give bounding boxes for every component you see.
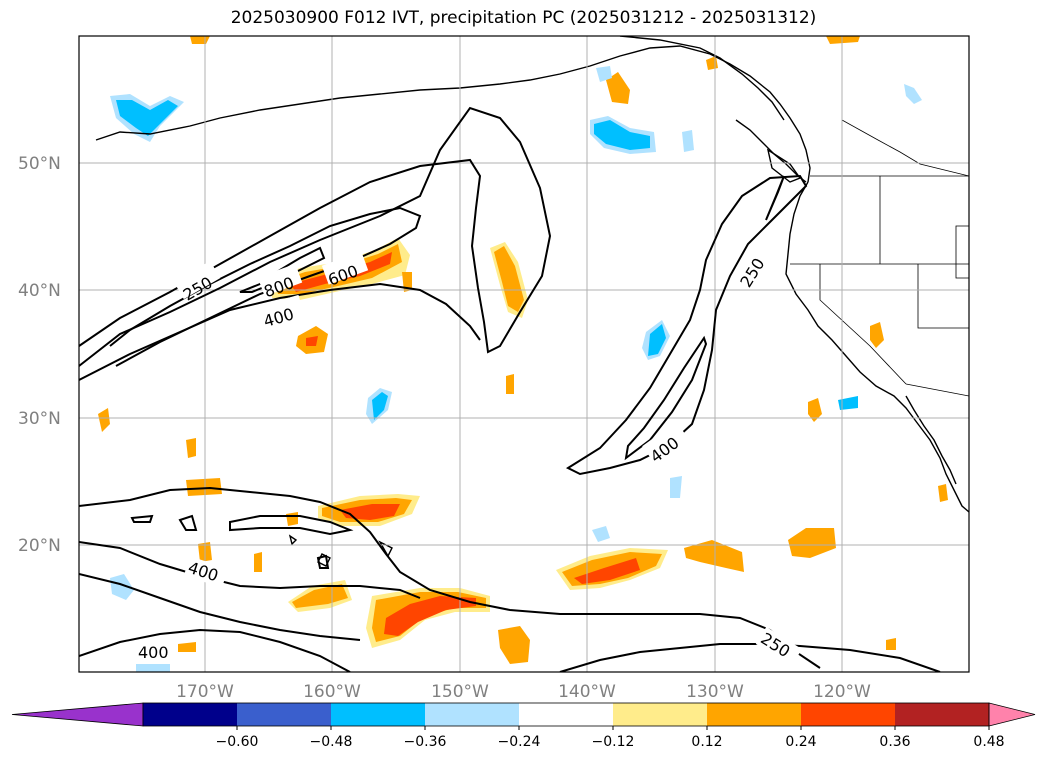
lat-tick-label: 20°N [18, 536, 61, 556]
positive-blob [870, 322, 884, 348]
colorbar-segment [425, 703, 520, 726]
negative-blob [110, 574, 134, 600]
border [819, 264, 907, 385]
positive-blob [788, 528, 836, 558]
positive-blob [98, 408, 110, 432]
colorbar-segment [801, 703, 896, 726]
contour-small [130, 514, 154, 523]
colorbar-segment [331, 703, 426, 726]
colorbar-segment [519, 703, 614, 726]
positive-blob [826, 36, 860, 44]
colorbar-tick-label: −0.60 [216, 734, 259, 750]
positive-blob [340, 504, 400, 520]
negative-blob [116, 100, 178, 136]
colorbar-frame [142, 702, 990, 727]
vancouver-island [766, 148, 802, 183]
baja-coast [905, 395, 957, 485]
contour-400-lower-south [79, 573, 361, 641]
border [955, 225, 969, 279]
colorbar-segment [143, 703, 238, 726]
colorbar-segment [237, 703, 332, 726]
alaska-coast [95, 45, 811, 183]
negative-blob [136, 664, 170, 672]
negative-blob [682, 130, 694, 152]
contour-label: 400 [138, 643, 169, 662]
latitude-tick-labels: 50°N 40°N 30°N 20°N [18, 154, 61, 556]
contour-250-lower-south [79, 628, 351, 672]
contour-small [178, 514, 198, 531]
contour-400-inner-east [765, 175, 785, 221]
positive-blob [306, 336, 318, 346]
lon-tick-label: 120°W [813, 682, 871, 702]
negative-blob [904, 84, 922, 104]
positive-blob [286, 512, 298, 526]
colorbar-segment [613, 703, 708, 726]
positive-blob [292, 584, 348, 608]
negative-blob [372, 392, 388, 420]
positive-blob [186, 438, 196, 458]
positive-precip-areas [98, 36, 948, 664]
positive-blob [498, 626, 530, 664]
map-title: 2025030900 F012 IVT, precipitation PC (2… [230, 8, 817, 28]
map-plot-area: 250 800 600 400 250 400 400 400 250 [79, 36, 969, 672]
colorbar-segment [707, 703, 802, 726]
us-west-coast [785, 181, 969, 513]
lat-tick-label: 40°N [18, 281, 61, 301]
lon-tick-label: 140°W [558, 682, 616, 702]
colorbar-tick-label: −0.12 [592, 734, 635, 750]
longitude-tick-labels: 170°W 160°W 150°W 140°W 130°W 120°W [176, 682, 871, 702]
negative-blob [670, 476, 682, 498]
colorbar: −0.60 −0.48 −0.36 −0.24 −0.12 0.12 0.24 0.36 0.4… [11, 702, 1036, 750]
positive-blob [384, 596, 476, 636]
positive-blob [178, 642, 196, 652]
contour-250-south [79, 486, 821, 669]
lat-tick-label: 30°N [18, 409, 61, 429]
lon-tick-label: 170°W [176, 682, 234, 702]
positive-blob [684, 540, 744, 572]
positive-blob [574, 558, 640, 584]
positive-blob [494, 246, 524, 312]
coastlines [95, 36, 969, 567]
contour-labels: 250 800 600 400 250 400 400 400 250 [136, 243, 802, 667]
alaska-interior-coast [619, 36, 785, 121]
negative-blob [838, 396, 858, 410]
negative-blob [592, 526, 610, 542]
colorbar-extension-low [11, 702, 144, 727]
colorbar-tick-label: −0.48 [310, 734, 353, 750]
colorbar-tick-label: 0.24 [785, 734, 816, 750]
map-frame [78, 35, 970, 673]
positive-blob [808, 398, 822, 422]
lat-tick-label: 50°N [18, 154, 61, 174]
contour-400-lower [79, 541, 421, 599]
negative-precip-areas [110, 66, 922, 672]
border [917, 264, 969, 329]
colorbar-segment [895, 703, 990, 726]
border [905, 383, 969, 397]
lon-tick-label: 150°W [431, 682, 489, 702]
negative-blob [596, 66, 612, 82]
contour-400-north [229, 515, 354, 536]
negative-blob [594, 120, 650, 150]
positive-blob [186, 478, 222, 496]
contour-400-east [624, 335, 708, 461]
positive-blob [506, 374, 514, 394]
lon-tick-label: 160°W [303, 682, 361, 702]
colorbar-tick-label: 0.36 [879, 734, 910, 750]
positive-blob [886, 638, 896, 650]
colorbar-tick-label: −0.24 [498, 734, 541, 750]
positive-blob [254, 552, 262, 572]
positive-blob [606, 72, 630, 104]
colorbar-tick-label: −0.36 [404, 734, 447, 750]
colorbar-tick-label: 0.48 [973, 734, 1004, 750]
contour-small [316, 554, 330, 569]
contour-250-bottom-right [559, 643, 941, 672]
contour-250-pacific-ar [79, 106, 552, 367]
positive-blob [938, 484, 948, 502]
lon-tick-label: 130°W [686, 682, 744, 702]
colorbar-tick-label: 0.12 [691, 734, 722, 750]
negative-blob [648, 324, 666, 356]
colorbar-extension-high [988, 702, 1036, 727]
